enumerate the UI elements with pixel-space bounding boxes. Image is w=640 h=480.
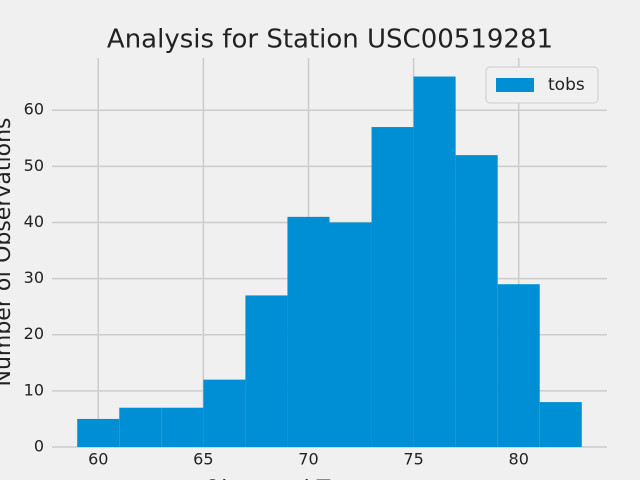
- x-tick-label: 70: [298, 450, 318, 469]
- y-tick-label: 0: [34, 437, 44, 456]
- x-tick-label: 65: [193, 450, 213, 469]
- histogram-bar: [329, 222, 372, 447]
- histogram-bar: [413, 76, 456, 448]
- y-tick-label: 40: [24, 212, 44, 231]
- y-axis-label: Number of Observations: [0, 118, 16, 387]
- histogram-bar: [455, 155, 498, 447]
- histogram-bar: [119, 407, 162, 447]
- x-tick-label: 75: [403, 450, 423, 469]
- legend-label: tobs: [548, 75, 585, 95]
- y-tick-label: 10: [24, 380, 44, 399]
- y-tick-label: 30: [24, 268, 44, 287]
- histogram-bar: [371, 127, 414, 448]
- y-tick-label: 60: [24, 100, 44, 119]
- y-tick-label: 20: [24, 324, 44, 343]
- histogram-bar: [497, 284, 540, 447]
- histogram-bar: [77, 418, 120, 447]
- y-tick-label: 50: [24, 156, 44, 175]
- chart-title: Analysis for Station USC00519281: [107, 25, 553, 55]
- x-axis-label: Observed Temperature: [204, 477, 456, 480]
- histogram-bar: [245, 295, 288, 447]
- legend-box: [485, 66, 599, 104]
- histogram-bar: [203, 379, 246, 447]
- legend-swatch: [496, 78, 534, 92]
- x-tick-label: 80: [509, 450, 529, 469]
- histogram-bar: [161, 407, 204, 447]
- histogram-bar: [287, 216, 330, 447]
- histogram-bar: [539, 402, 582, 447]
- x-tick-label: 60: [88, 450, 108, 469]
